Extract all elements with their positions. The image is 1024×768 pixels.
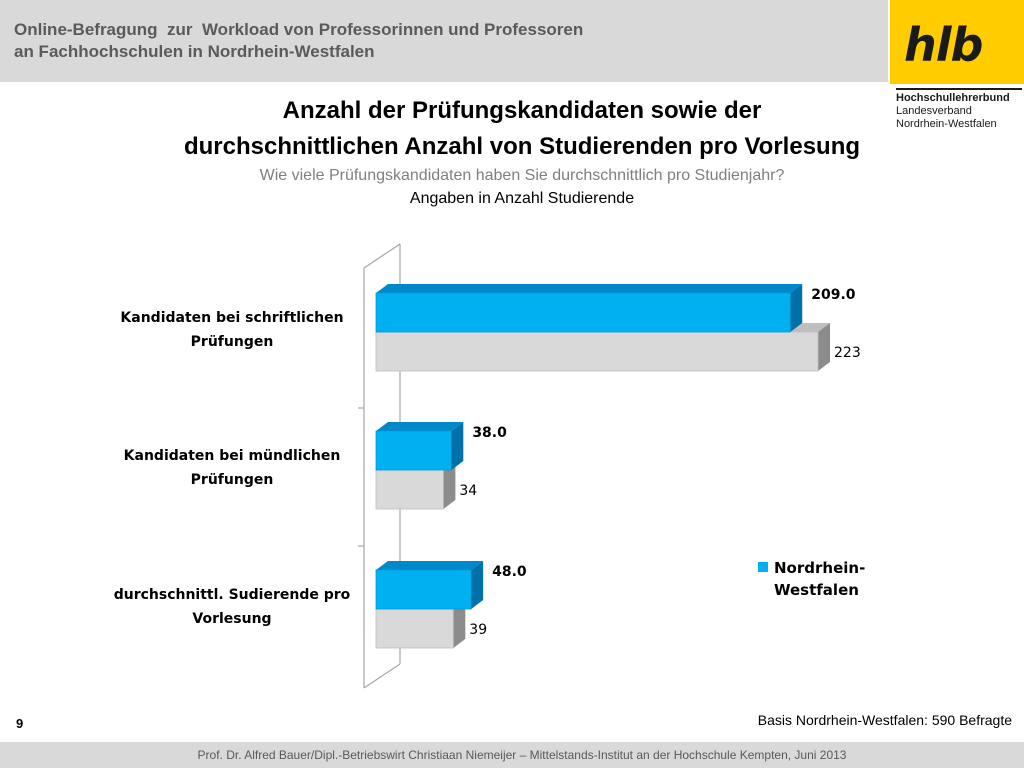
axis-wall-top	[363, 243, 401, 269]
logo-line1: Hochschullehrerbund	[896, 92, 1010, 104]
category-label: durchschnittl. Sudierende pro	[114, 587, 351, 603]
bar-secondary-side	[443, 461, 456, 509]
data-label-primary: 48.0	[492, 564, 527, 580]
bar-primary	[375, 569, 472, 610]
bar-primary-top	[376, 422, 464, 431]
bar-secondary	[375, 608, 454, 649]
axis-wall-bottom	[363, 663, 401, 689]
bar-secondary	[375, 469, 444, 510]
logo-divider	[896, 88, 1022, 90]
header-title-line1: Online-Befragung zur Workload von Profes…	[14, 20, 584, 39]
category-label: Vorlesung	[192, 611, 271, 627]
bar-primary	[375, 430, 452, 471]
bar-chart: Kandidaten bei schriftlichen Prüfungen 223…	[114, 243, 861, 689]
category-label: Kandidaten bei mündlichen	[124, 448, 341, 464]
bar-primary-side	[451, 422, 464, 470]
footer-bar: Prof. Dr. Alfred Bauer/Dipl.-Betriebswir…	[0, 742, 1024, 768]
data-label-primary: 209.0	[811, 287, 856, 303]
bar-primary-top	[376, 284, 803, 293]
basis-note: Basis Nordrhein-Westfalen: 590 Befragte	[757, 712, 1012, 728]
hlb-logo: hlb	[890, 0, 1024, 84]
header-title-line2: an Fachhochschulen in Nordrhein-Westfale…	[14, 42, 375, 61]
bar-primary	[375, 292, 791, 333]
slide-subtitle: Wie viele Prüfungskandidaten haben Sie d…	[259, 167, 785, 184]
bar-primary-side	[471, 561, 484, 609]
slide-note: Angaben in Anzahl Studierende	[409, 190, 635, 207]
bar-secondary-side	[453, 600, 466, 648]
bar-secondary-side	[818, 323, 830, 371]
category-label: Prüfungen	[191, 472, 274, 488]
bar-primary-top	[376, 561, 484, 570]
logo-mark: hlb	[904, 18, 983, 72]
page-number: 9	[16, 716, 24, 731]
bar-primary-side	[790, 284, 803, 332]
legend-label-line: Nordrhein-	[774, 559, 866, 577]
data-label-secondary: 39	[469, 622, 487, 638]
slide-title-line2: durchschnittlichen Anzahl von Studierend…	[183, 133, 861, 160]
legend-label-line: Westfalen	[774, 581, 859, 599]
category-label: Kandidaten bei schriftlichen	[120, 310, 343, 326]
header-bar: Online-Befragung zur Workload von Profes…	[0, 0, 888, 82]
slide-title-line1: Anzahl der Prüfungskandidaten sowie der	[282, 97, 762, 124]
logo-line2: Landesverband	[896, 105, 972, 117]
legend-swatch	[758, 562, 768, 572]
data-label-primary: 38.0	[472, 425, 507, 441]
footer-text: Prof. Dr. Alfred Bauer/Dipl.-Betriebswir…	[197, 748, 847, 762]
category-label: Prüfungen	[191, 334, 274, 350]
data-label-secondary: 223	[834, 345, 861, 361]
data-label-secondary: 34	[459, 483, 477, 499]
legend-label: Nordrhein- Westfalen	[774, 557, 884, 601]
logo-line3: Nordrhein-Westfalen	[896, 118, 997, 130]
logo-subtext: Hochschullehrerbund Landesverband Nordrh…	[896, 88, 1022, 131]
bar-secondary	[375, 331, 819, 372]
